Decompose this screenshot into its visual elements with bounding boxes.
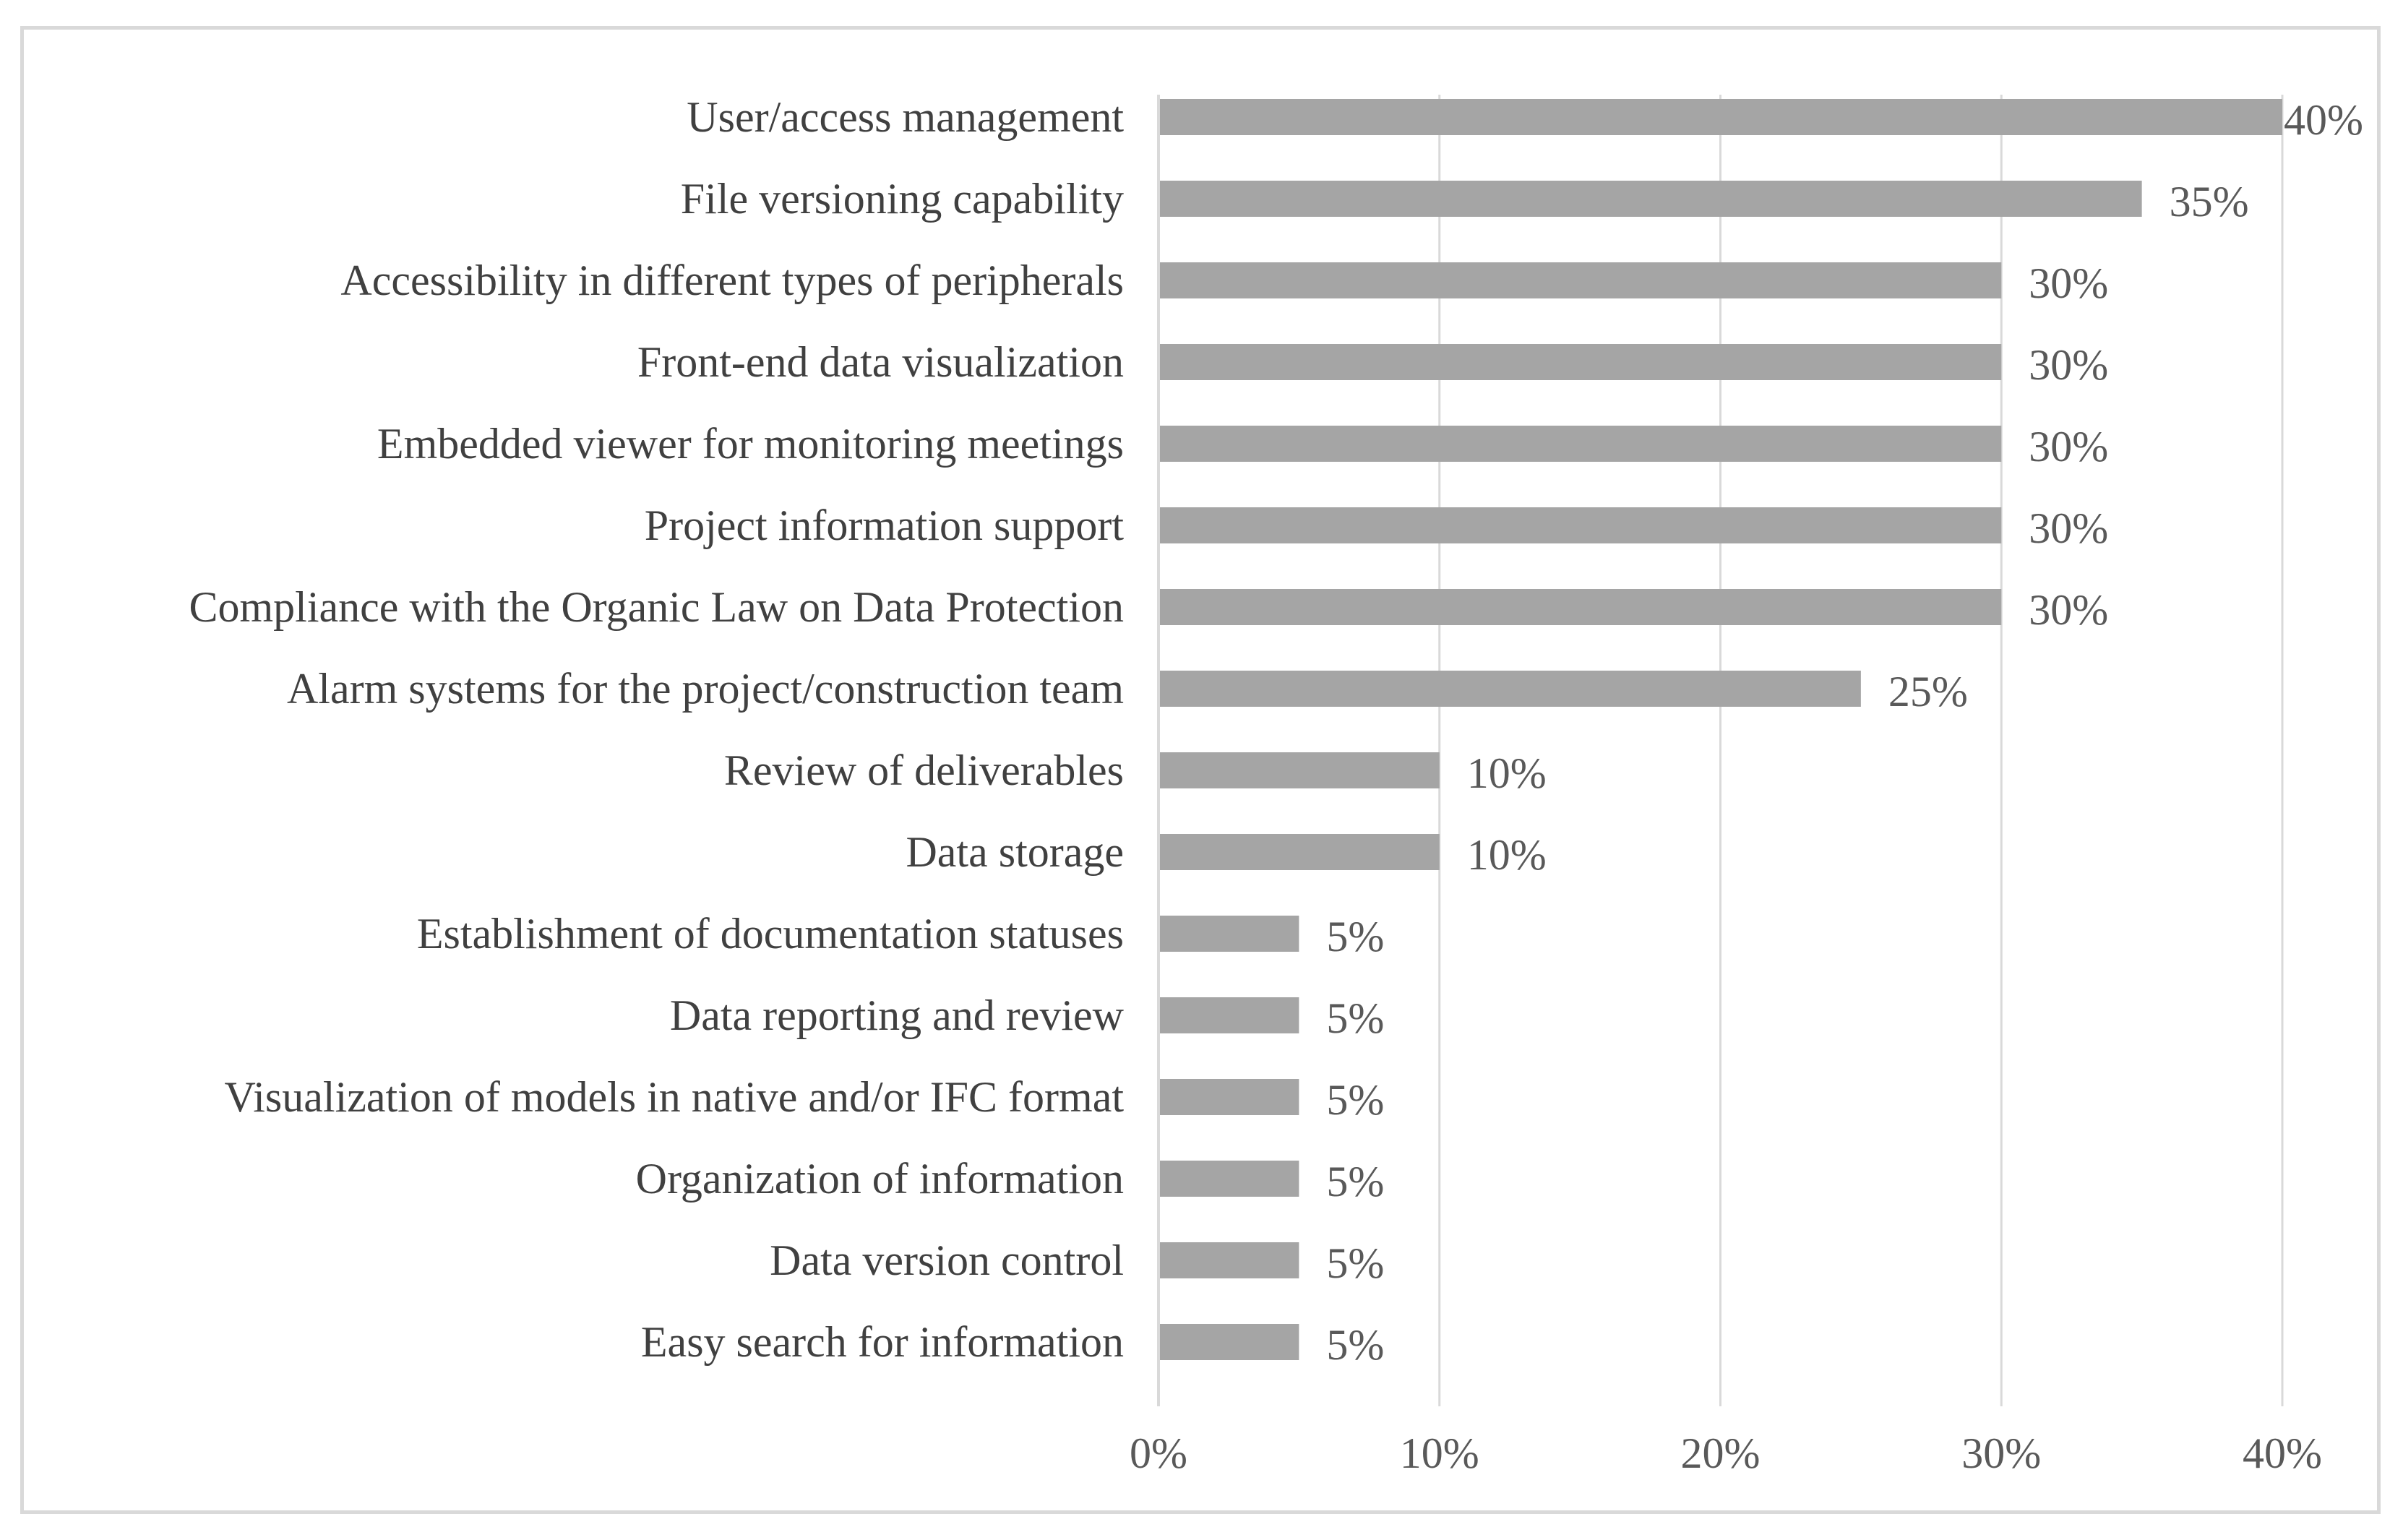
data-label: 30% [2029, 341, 2108, 389]
x-tick-labels: 0% 10% 20% 30% 40% [1130, 1429, 2322, 1477]
bar [1158, 997, 1299, 1033]
data-label: 40% [2284, 96, 2363, 144]
data-label: 5% [1326, 1158, 1384, 1205]
data-label: 30% [2029, 504, 2108, 552]
bar [1158, 426, 2002, 462]
bar [1158, 262, 2002, 298]
data-label: 10% [1467, 749, 1547, 797]
bar [1158, 589, 2002, 625]
bar [1158, 671, 1861, 707]
x-tick-label: 20% [1681, 1429, 1761, 1477]
bar [1158, 1079, 1299, 1115]
category-label: Data storage [906, 828, 1124, 876]
data-label: 25% [1888, 668, 1968, 715]
category-label: User/access management [687, 93, 1124, 141]
grid-lines [1438, 95, 2284, 1406]
category-label: Organization of information [636, 1155, 1124, 1203]
category-label: Review of deliverables [724, 747, 1124, 794]
data-label: 30% [2029, 423, 2108, 470]
bar [1158, 507, 2002, 543]
category-label: Data reporting and review [670, 991, 1125, 1039]
data-label: 10% [1467, 831, 1547, 879]
category-label: Visualization of models in native and/or… [225, 1073, 1125, 1121]
bar [1158, 344, 2002, 380]
data-label: 35% [2170, 178, 2249, 225]
data-label: 30% [2029, 586, 2108, 634]
category-label: Establishment of documentation statuses [417, 910, 1124, 958]
bar [1158, 834, 1440, 870]
bar [1158, 752, 1440, 788]
data-label: 30% [2029, 259, 2108, 307]
data-label: 5% [1326, 994, 1384, 1042]
category-label: Alarm systems for the project/constructi… [287, 665, 1124, 713]
bar [1158, 1324, 1299, 1360]
category-label: Easy search for information [641, 1318, 1124, 1366]
bar [1158, 1161, 1299, 1197]
category-label: Project information support [645, 502, 1125, 549]
data-labels: 40% 35% 30% 30% 30% 30% 30% 25% 10% 10% 5% 5% 5% 5% 5%… [1326, 96, 2363, 1369]
x-tick-label: 40% [2243, 1429, 2322, 1477]
category-label: Compliance with the Organic Law on Data … [189, 583, 1124, 631]
bars [1158, 99, 2282, 1360]
data-label: 5% [1326, 1239, 1384, 1287]
bar [1158, 916, 1299, 952]
x-tick-label: 0% [1130, 1429, 1187, 1477]
bar [1158, 1242, 1299, 1278]
bar [1158, 99, 2282, 135]
category-labels: User/access management File versioning ca… [189, 93, 1124, 1366]
chart-frame: User/access management File versioning ca… [20, 26, 2381, 1514]
data-label: 5% [1326, 1321, 1384, 1369]
category-label: File versioning capability [681, 175, 1124, 223]
x-tick-label: 10% [1400, 1429, 1479, 1477]
bar [1158, 181, 2142, 217]
category-label: Accessibility in different types of peri… [340, 257, 1124, 304]
data-label: 5% [1326, 1076, 1384, 1124]
bar-chart: User/access management File versioning ca… [189, 93, 2363, 1477]
category-label: Embedded viewer for monitoring meetings [377, 420, 1124, 468]
category-label: Front-end data visualization [637, 338, 1124, 386]
data-label: 5% [1326, 913, 1384, 960]
x-tick-label: 30% [1961, 1429, 2041, 1477]
category-label: Data version control [770, 1236, 1124, 1284]
